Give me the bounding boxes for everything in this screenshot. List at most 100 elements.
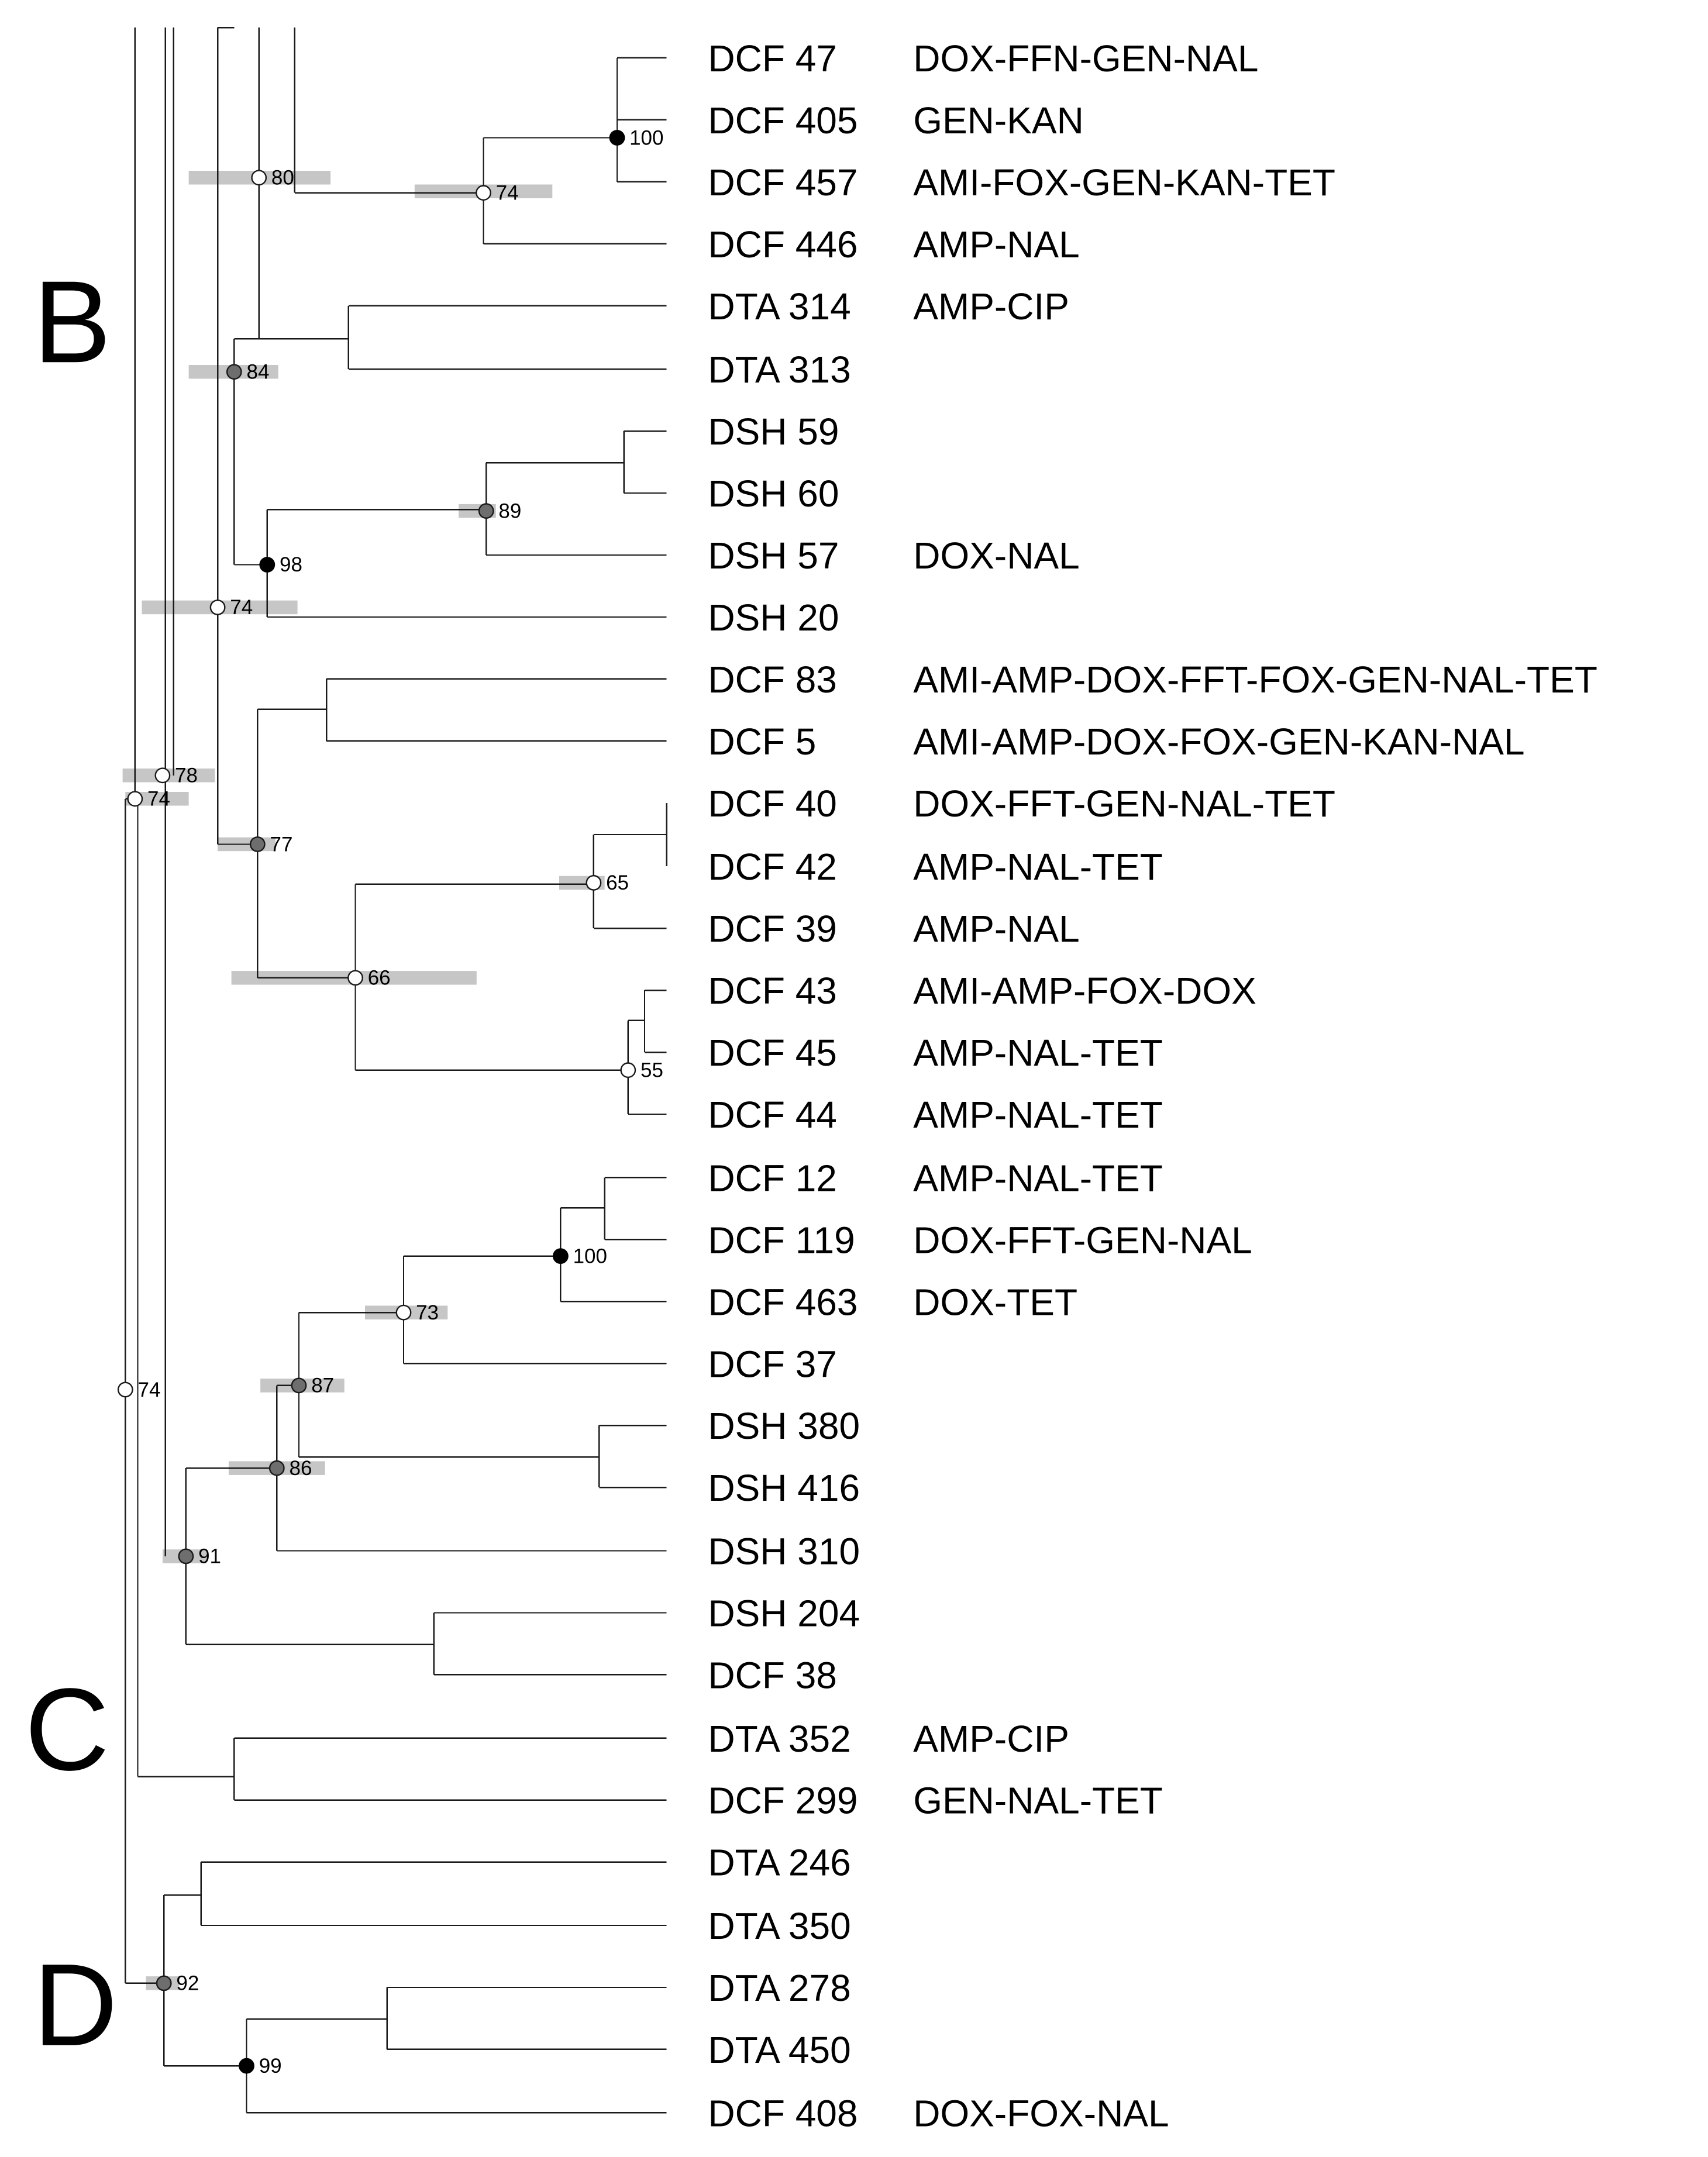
resistance-profile-label: DOX-FFT-GEN-NAL-TET: [913, 783, 1335, 825]
taxon-label: DCF 37: [708, 1343, 837, 1385]
resistance-profile-label: DOX-FFT-GEN-NAL: [913, 1219, 1252, 1261]
support-value-label: 99: [259, 2055, 282, 2077]
resistance-profile-label: AMP-NAL-TET: [913, 1157, 1163, 1199]
taxon-label: DCF 45: [708, 1032, 837, 1074]
taxon-label: DCF 38: [708, 1654, 837, 1696]
hpd-bars: [122, 171, 605, 1990]
taxon-label: DSH 57: [708, 535, 839, 577]
clade-label: C: [25, 1665, 109, 1795]
taxon-label: DTA 278: [708, 1967, 850, 2009]
support-value-label: 77: [270, 833, 293, 856]
support-node-marker: [156, 1975, 172, 1991]
support-nodes: 1007480848998746555667778741007387869174…: [117, 126, 664, 2077]
support-node-marker: [609, 130, 625, 146]
support-value-label: 91: [198, 1545, 221, 1568]
taxon-label: DSH 60: [708, 473, 839, 515]
taxon-label: DCF 463: [708, 1281, 858, 1323]
support-node-marker: [291, 1377, 307, 1394]
taxon-label: DTA 313: [708, 349, 850, 391]
support-node-marker: [178, 1548, 194, 1565]
support-node-marker: [251, 170, 267, 186]
support-node-marker: [586, 875, 602, 891]
resistance-profile-label: AMI-AMP-FOX-DOX: [913, 970, 1256, 1012]
tree-branches: [125, 26, 667, 2114]
taxon-label: DCF 446: [708, 223, 858, 266]
support-value-label: 74: [496, 181, 519, 204]
support-node-marker: [259, 557, 276, 573]
resistance-profile-label: DOX-TET: [913, 1281, 1077, 1323]
support-value-label: 73: [416, 1301, 439, 1324]
taxon-label: DCF 299: [708, 1780, 858, 1822]
support-value-label: 74: [138, 1379, 161, 1401]
resistance-profile-label: AMP-NAL-TET: [913, 1032, 1163, 1074]
resistance-profile-label: AMP-NAL-TET: [913, 1094, 1163, 1136]
taxon-label: DCF 83: [708, 659, 837, 701]
taxon-label: DSH 20: [708, 597, 839, 639]
clade-labels: B C D: [25, 257, 118, 2070]
resistance-profile-label: AMP-NAL: [913, 223, 1080, 266]
support-value-label: 98: [280, 553, 302, 576]
taxon-label: DCF 5: [708, 721, 816, 763]
tip-labels: DCF 47 DOX-FFN-GEN-NAL DCF 405 GEN-KAN DCF 4…: [708, 37, 1597, 2134]
taxon-label: DCF 43: [708, 970, 837, 1012]
support-node-marker: [239, 2058, 254, 2074]
support-node-marker: [127, 791, 143, 807]
support-value-label: 86: [290, 1457, 312, 1480]
taxon-label: DSH 310: [708, 1531, 860, 1573]
taxon-label: DCF 44: [708, 1094, 837, 1136]
taxon-label: DTA 246: [708, 1842, 850, 1884]
support-value-label: 87: [311, 1374, 334, 1397]
taxon-label: DCF 408: [708, 2092, 858, 2134]
support-node-marker: [226, 364, 242, 380]
support-value-label: 89: [498, 499, 521, 522]
resistance-profile-label: DOX-NAL: [913, 535, 1080, 577]
resistance-profile-label: AMP-NAL: [913, 908, 1080, 950]
resistance-profile-label: AMI-FOX-GEN-KAN-TET: [913, 161, 1335, 204]
resistance-profile-label: AMP-NAL-TET: [913, 846, 1163, 888]
support-node-marker: [476, 185, 491, 201]
taxon-label: DSH 204: [708, 1593, 860, 1635]
support-value-label: 74: [147, 788, 170, 811]
support-node-marker: [249, 836, 266, 852]
taxon-label: DCF 42: [708, 846, 837, 888]
taxon-label: DSH 380: [708, 1405, 860, 1447]
taxon-label: DCF 39: [708, 908, 837, 950]
support-node-marker: [478, 503, 494, 519]
support-node-marker: [209, 599, 226, 615]
support-node-marker: [620, 1062, 636, 1078]
support-node-marker: [395, 1304, 412, 1321]
taxon-label: DTA 350: [708, 1905, 850, 1947]
taxon-label: DCF 119: [708, 1219, 855, 1261]
taxon-label: DTA 450: [708, 2029, 850, 2071]
support-value-label: 74: [230, 596, 253, 619]
support-value-label: 100: [573, 1245, 607, 1267]
taxon-label: DCF 12: [708, 1157, 837, 1199]
support-value-label: 78: [175, 764, 198, 787]
taxon-label: DCF 405: [708, 99, 858, 142]
support-node-marker: [268, 1460, 285, 1476]
support-value-label: 80: [271, 167, 294, 189]
support-value-label: 92: [176, 1972, 199, 1995]
clade-label: D: [33, 1940, 118, 2070]
resistance-profile-label: AMI-AMP-DOX-FOX-GEN-KAN-NAL: [913, 721, 1524, 763]
support-node-marker: [553, 1248, 569, 1264]
support-value-label: 84: [247, 361, 270, 384]
support-value-label: 65: [606, 871, 629, 894]
support-node-marker: [117, 1381, 133, 1398]
resistance-profile-label: DOX-FFN-GEN-NAL: [913, 37, 1258, 80]
resistance-profile-label: AMI-AMP-DOX-FFT-FOX-GEN-NAL-TET: [913, 659, 1597, 701]
taxon-label: DTA 314: [708, 285, 850, 328]
resistance-profile-label: GEN-KAN: [913, 99, 1084, 142]
resistance-profile-label: AMP-CIP: [913, 1718, 1069, 1760]
support-value-label: 66: [368, 967, 391, 990]
support-value-label: 55: [640, 1059, 663, 1082]
taxon-label: DCF 457: [708, 161, 858, 204]
taxon-label: DCF 40: [708, 783, 837, 825]
resistance-profile-label: GEN-NAL-TET: [913, 1780, 1163, 1822]
taxon-label: DSH 416: [708, 1467, 860, 1509]
resistance-profile-label: DOX-FOX-NAL: [913, 2092, 1169, 2134]
resistance-profile-label: AMP-CIP: [913, 285, 1069, 328]
taxon-label: DTA 352: [708, 1718, 850, 1760]
taxon-label: DCF 47: [708, 37, 837, 80]
